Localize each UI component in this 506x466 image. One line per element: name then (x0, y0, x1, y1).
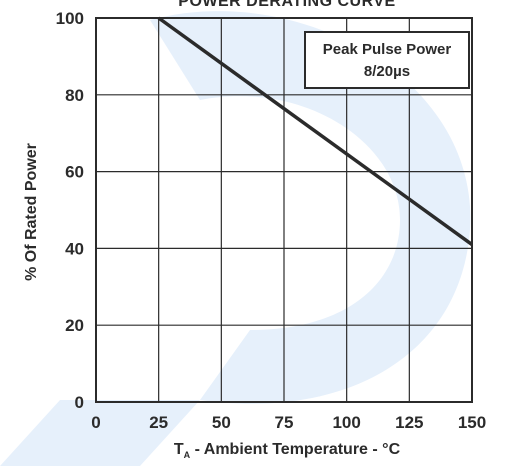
x-tick-label: 75 (275, 413, 294, 432)
x-tick-label: 50 (212, 413, 231, 432)
x-tick-label: 0 (91, 413, 100, 432)
x-axis-label: TA - Ambient Temperature - °C (174, 441, 401, 460)
x-tick-label: 150 (458, 413, 486, 432)
x-tick-label: 25 (149, 413, 168, 432)
x-axis-label-symbol: T (174, 441, 184, 458)
plot-frame (95, 17, 473, 403)
x-tick-label: 100 (332, 413, 360, 432)
legend-line-2: 8/20µs (364, 63, 410, 80)
x-axis-label-rest: - Ambient Temperature - °C (190, 441, 400, 458)
y-tick-label: 40 (65, 239, 84, 258)
series-line-0 (157, 16, 474, 246)
x-tick-label: 125 (395, 413, 423, 432)
y-tick-label: 80 (65, 86, 84, 105)
y-tick-label: 0 (75, 393, 84, 412)
watermark (0, 11, 471, 466)
y-tick-label: 60 (65, 163, 84, 182)
legend-box: Peak Pulse Power 8/20µs (304, 31, 470, 89)
chart-title: POWER DERATING CURVE (178, 0, 395, 10)
y-axis-label: % Of Rated Power (23, 143, 40, 281)
y-tick-label: 100 (56, 9, 84, 28)
x-axis-ticks: 0 25 50 75 100 125 150 (91, 413, 486, 432)
y-tick-label: 20 (65, 316, 84, 335)
x-axis-label-subscript: A (184, 450, 191, 460)
y-axis-ticks: 0 20 40 60 80 100 (56, 9, 84, 412)
legend-line-1: Peak Pulse Power (323, 41, 452, 58)
series (157, 16, 474, 246)
